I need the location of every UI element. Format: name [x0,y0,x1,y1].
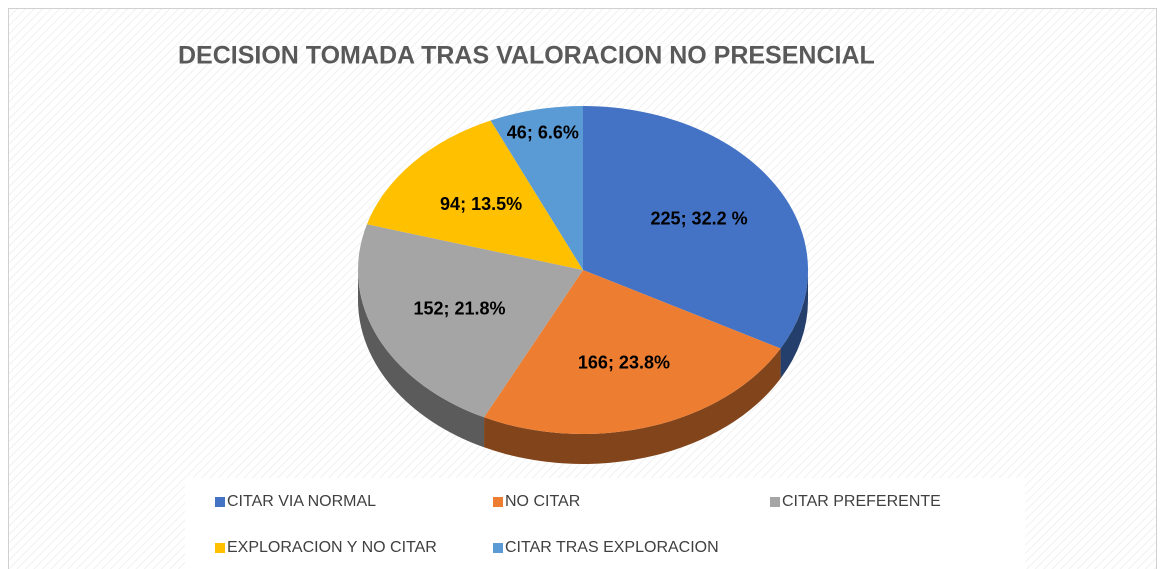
data-label: 225; 32.2 % [651,209,748,229]
slice-side [358,270,485,448]
data-label: 46; 6.6% [507,122,579,142]
slice [357,224,583,418]
legend-swatch [493,543,503,553]
legend-swatch [215,543,225,553]
legend-swatch [770,497,780,507]
legend-label: CITAR PREFERENTE [782,493,941,510]
legend-swatch [493,497,503,507]
data-label: 94; 13.5% [440,194,522,214]
legend-label: CITAR TRAS EXPLORACION [505,539,719,556]
legend-swatch [215,497,225,507]
legend-box [185,478,1025,569]
slice [583,106,808,349]
chart-title: DECISION TOMADA TRAS VALORACION NO PRESE… [178,42,875,70]
data-label: 166; 23.8% [578,353,670,373]
data-label: 152; 21.8% [413,299,505,319]
legend-label: CITAR VIA NORMAL [227,493,376,510]
legend-label: NO CITAR [505,493,580,510]
slice-side [780,270,808,379]
slice [366,120,583,270]
legend-label: EXPLORACION Y NO CITAR [227,539,437,556]
slice [484,270,781,435]
slice [490,106,583,270]
slice-side [484,348,781,464]
